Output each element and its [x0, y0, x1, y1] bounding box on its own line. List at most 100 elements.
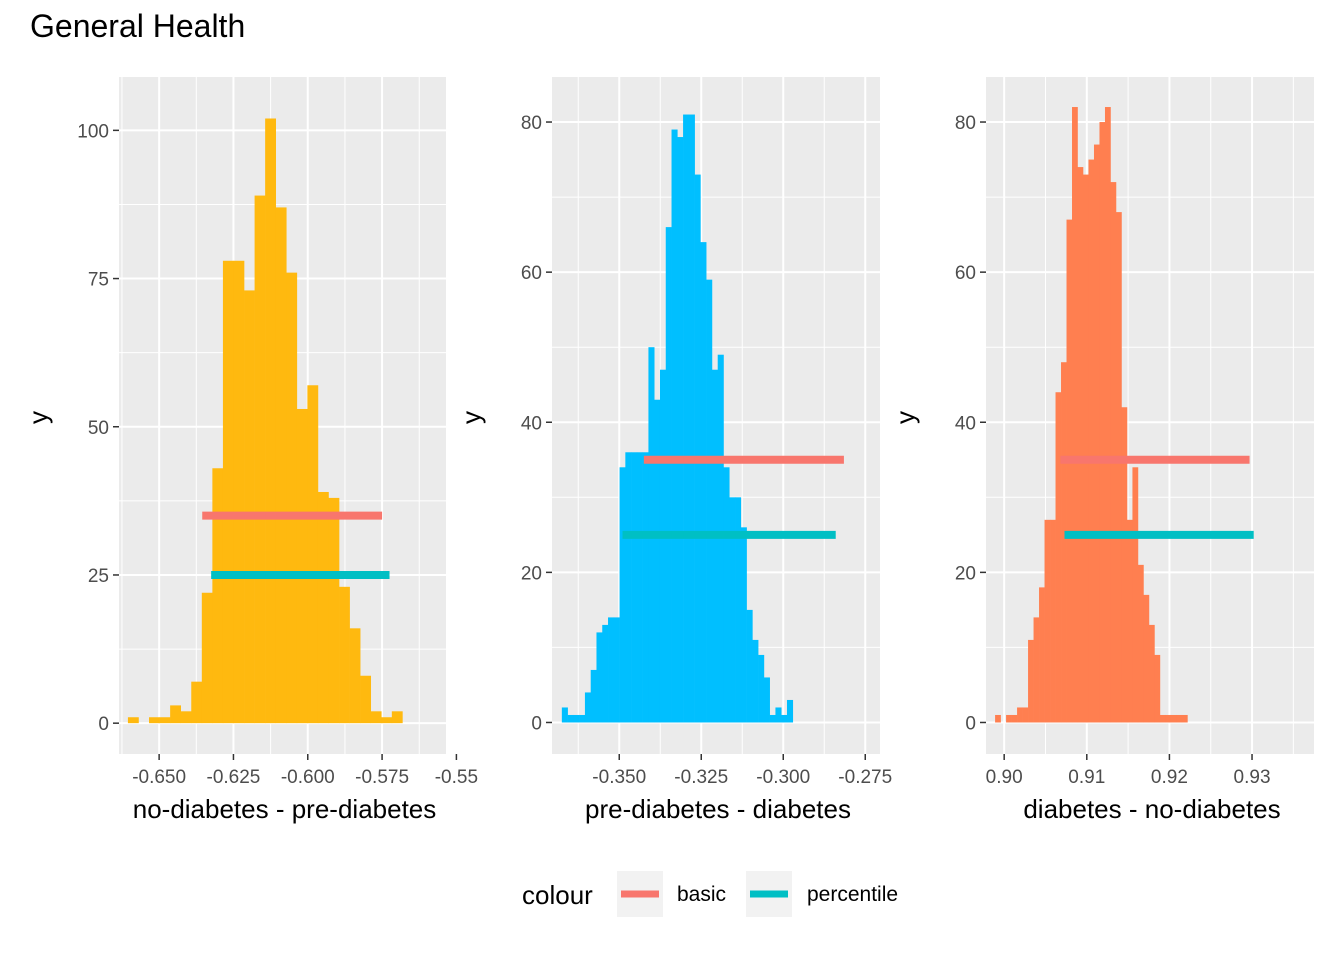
- x-tick-label: -0.575: [355, 767, 409, 788]
- histogram-bar: [758, 654, 765, 723]
- histogram-bar: [1165, 714, 1172, 723]
- histogram-bar: [775, 707, 782, 723]
- histogram-bar: [590, 669, 597, 723]
- x-tick-label: -0.325: [674, 767, 728, 788]
- histogram-bar: [275, 207, 287, 724]
- y-tick-label: 40: [955, 413, 976, 434]
- x-tick-label: 0.92: [1151, 767, 1188, 788]
- y-tick-label: 60: [521, 263, 542, 284]
- histogram-bar: [244, 290, 255, 724]
- histogram-bar: [328, 497, 340, 724]
- histogram-bar: [602, 624, 609, 723]
- y-tick-label: 60: [955, 263, 976, 284]
- histogram-bar: [688, 114, 695, 723]
- histogram-bar: [1148, 624, 1155, 723]
- histogram-bar: [1088, 159, 1095, 723]
- histogram-bar: [1066, 219, 1073, 723]
- histogram-bar: [381, 717, 393, 724]
- histogram-bar: [683, 114, 690, 723]
- histogram-bar: [711, 369, 719, 723]
- histogram-bar: [1132, 467, 1139, 723]
- histogram-bar: [700, 242, 707, 723]
- legend: colour basic percentile: [522, 871, 898, 917]
- histogram-bar: [317, 491, 329, 724]
- histogram-bar: [127, 717, 139, 724]
- histogram-bar: [995, 714, 1001, 723]
- histogram-bar: [631, 452, 638, 723]
- x-tick-label: -0.55: [435, 767, 478, 788]
- histogram-bar: [659, 369, 667, 723]
- histogram-bar: [625, 452, 632, 723]
- histogram-bar: [654, 399, 661, 723]
- histogram-bar: [349, 628, 361, 724]
- x-tick-label: 0.90: [986, 767, 1023, 788]
- y-axis-title: y: [456, 411, 486, 424]
- histogram-bar: [1077, 167, 1084, 723]
- y-tick-label: 0: [965, 713, 976, 734]
- histogram-bar: [159, 717, 171, 724]
- histogram-bar: [1099, 122, 1106, 723]
- chart-title: General Health: [30, 8, 246, 44]
- histogram-bar: [1039, 587, 1045, 723]
- x-tick-label: -0.350: [592, 767, 646, 788]
- y-tick-label: 75: [88, 270, 109, 291]
- histogram-bar: [619, 467, 626, 723]
- histogram-bar: [1093, 144, 1100, 723]
- histogram-bar: [391, 711, 403, 724]
- y-axis-title: y: [23, 411, 53, 424]
- histogram-bar: [1154, 654, 1161, 723]
- histogram-bar: [1159, 714, 1166, 723]
- histogram-bar: [613, 617, 620, 723]
- histogram-bar: [1072, 107, 1078, 723]
- histogram-bar: [1126, 519, 1133, 723]
- histogram-bar: [1104, 107, 1111, 723]
- histogram-bar: [573, 714, 580, 723]
- histogram-bar: [1006, 714, 1012, 723]
- histogram-bar: [636, 452, 643, 723]
- histogram-bar: [596, 632, 603, 723]
- histogram-bar: [1017, 707, 1023, 723]
- histogram-panel-3: 0.90 0.91 0.92 0.93 0 20 40 60 80 diabetes - no-d…: [890, 77, 1314, 824]
- histogram-bar: [1061, 362, 1067, 723]
- y-tick-label: 0: [531, 713, 542, 734]
- histogram-bar: [307, 385, 319, 724]
- histogram-bar: [1055, 392, 1062, 723]
- histogram-bar: [1044, 519, 1051, 723]
- histogram-bar: [608, 617, 615, 723]
- histogram-bar: [1176, 714, 1183, 723]
- x-tick-label: -0.300: [756, 767, 810, 788]
- histogram-bar: [170, 705, 181, 724]
- legend-label-percentile: percentile: [807, 883, 898, 906]
- histogram-bar: [1028, 639, 1034, 723]
- histogram-bar: [286, 272, 298, 724]
- histogram-bar: [677, 137, 684, 723]
- histogram-bar: [567, 714, 574, 723]
- histogram-bar: [233, 260, 245, 724]
- histogram-bar: [1143, 594, 1150, 723]
- x-axis-title: pre-diabetes - diabetes: [585, 794, 851, 824]
- histogram-bar: [561, 707, 568, 723]
- histogram-bar: [1082, 174, 1089, 723]
- histogram-bar: [360, 675, 372, 724]
- histogram-bar: [296, 408, 308, 724]
- histogram-bar: [1022, 707, 1029, 723]
- x-tick-label: 0.93: [1234, 767, 1271, 788]
- histogram-bar: [706, 279, 713, 723]
- x-tick-label: -0.600: [281, 767, 335, 788]
- histogram-bar: [149, 717, 160, 724]
- x-axis-title: diabetes - no-diabetes: [1023, 794, 1280, 824]
- histogram-bar: [180, 711, 192, 724]
- histogram-bar: [642, 452, 649, 723]
- y-tick-label: 80: [955, 113, 976, 134]
- histogram-bar: [1011, 714, 1018, 723]
- histogram-bar: [254, 195, 266, 724]
- y-tick-label: 25: [88, 566, 109, 587]
- histogram-bar: [729, 497, 736, 723]
- histogram-panel-1: -0.650 -0.625 -0.600 -0.575 -0.55 0 25 50 75 100 n…: [23, 77, 478, 824]
- histogram-bar: [763, 677, 770, 723]
- histogram-bar: [694, 174, 701, 723]
- histogram-bar: [201, 592, 213, 724]
- histogram-bar: [1115, 212, 1122, 723]
- histogram-bar: [1121, 407, 1128, 723]
- x-tick-label: -0.650: [132, 767, 186, 788]
